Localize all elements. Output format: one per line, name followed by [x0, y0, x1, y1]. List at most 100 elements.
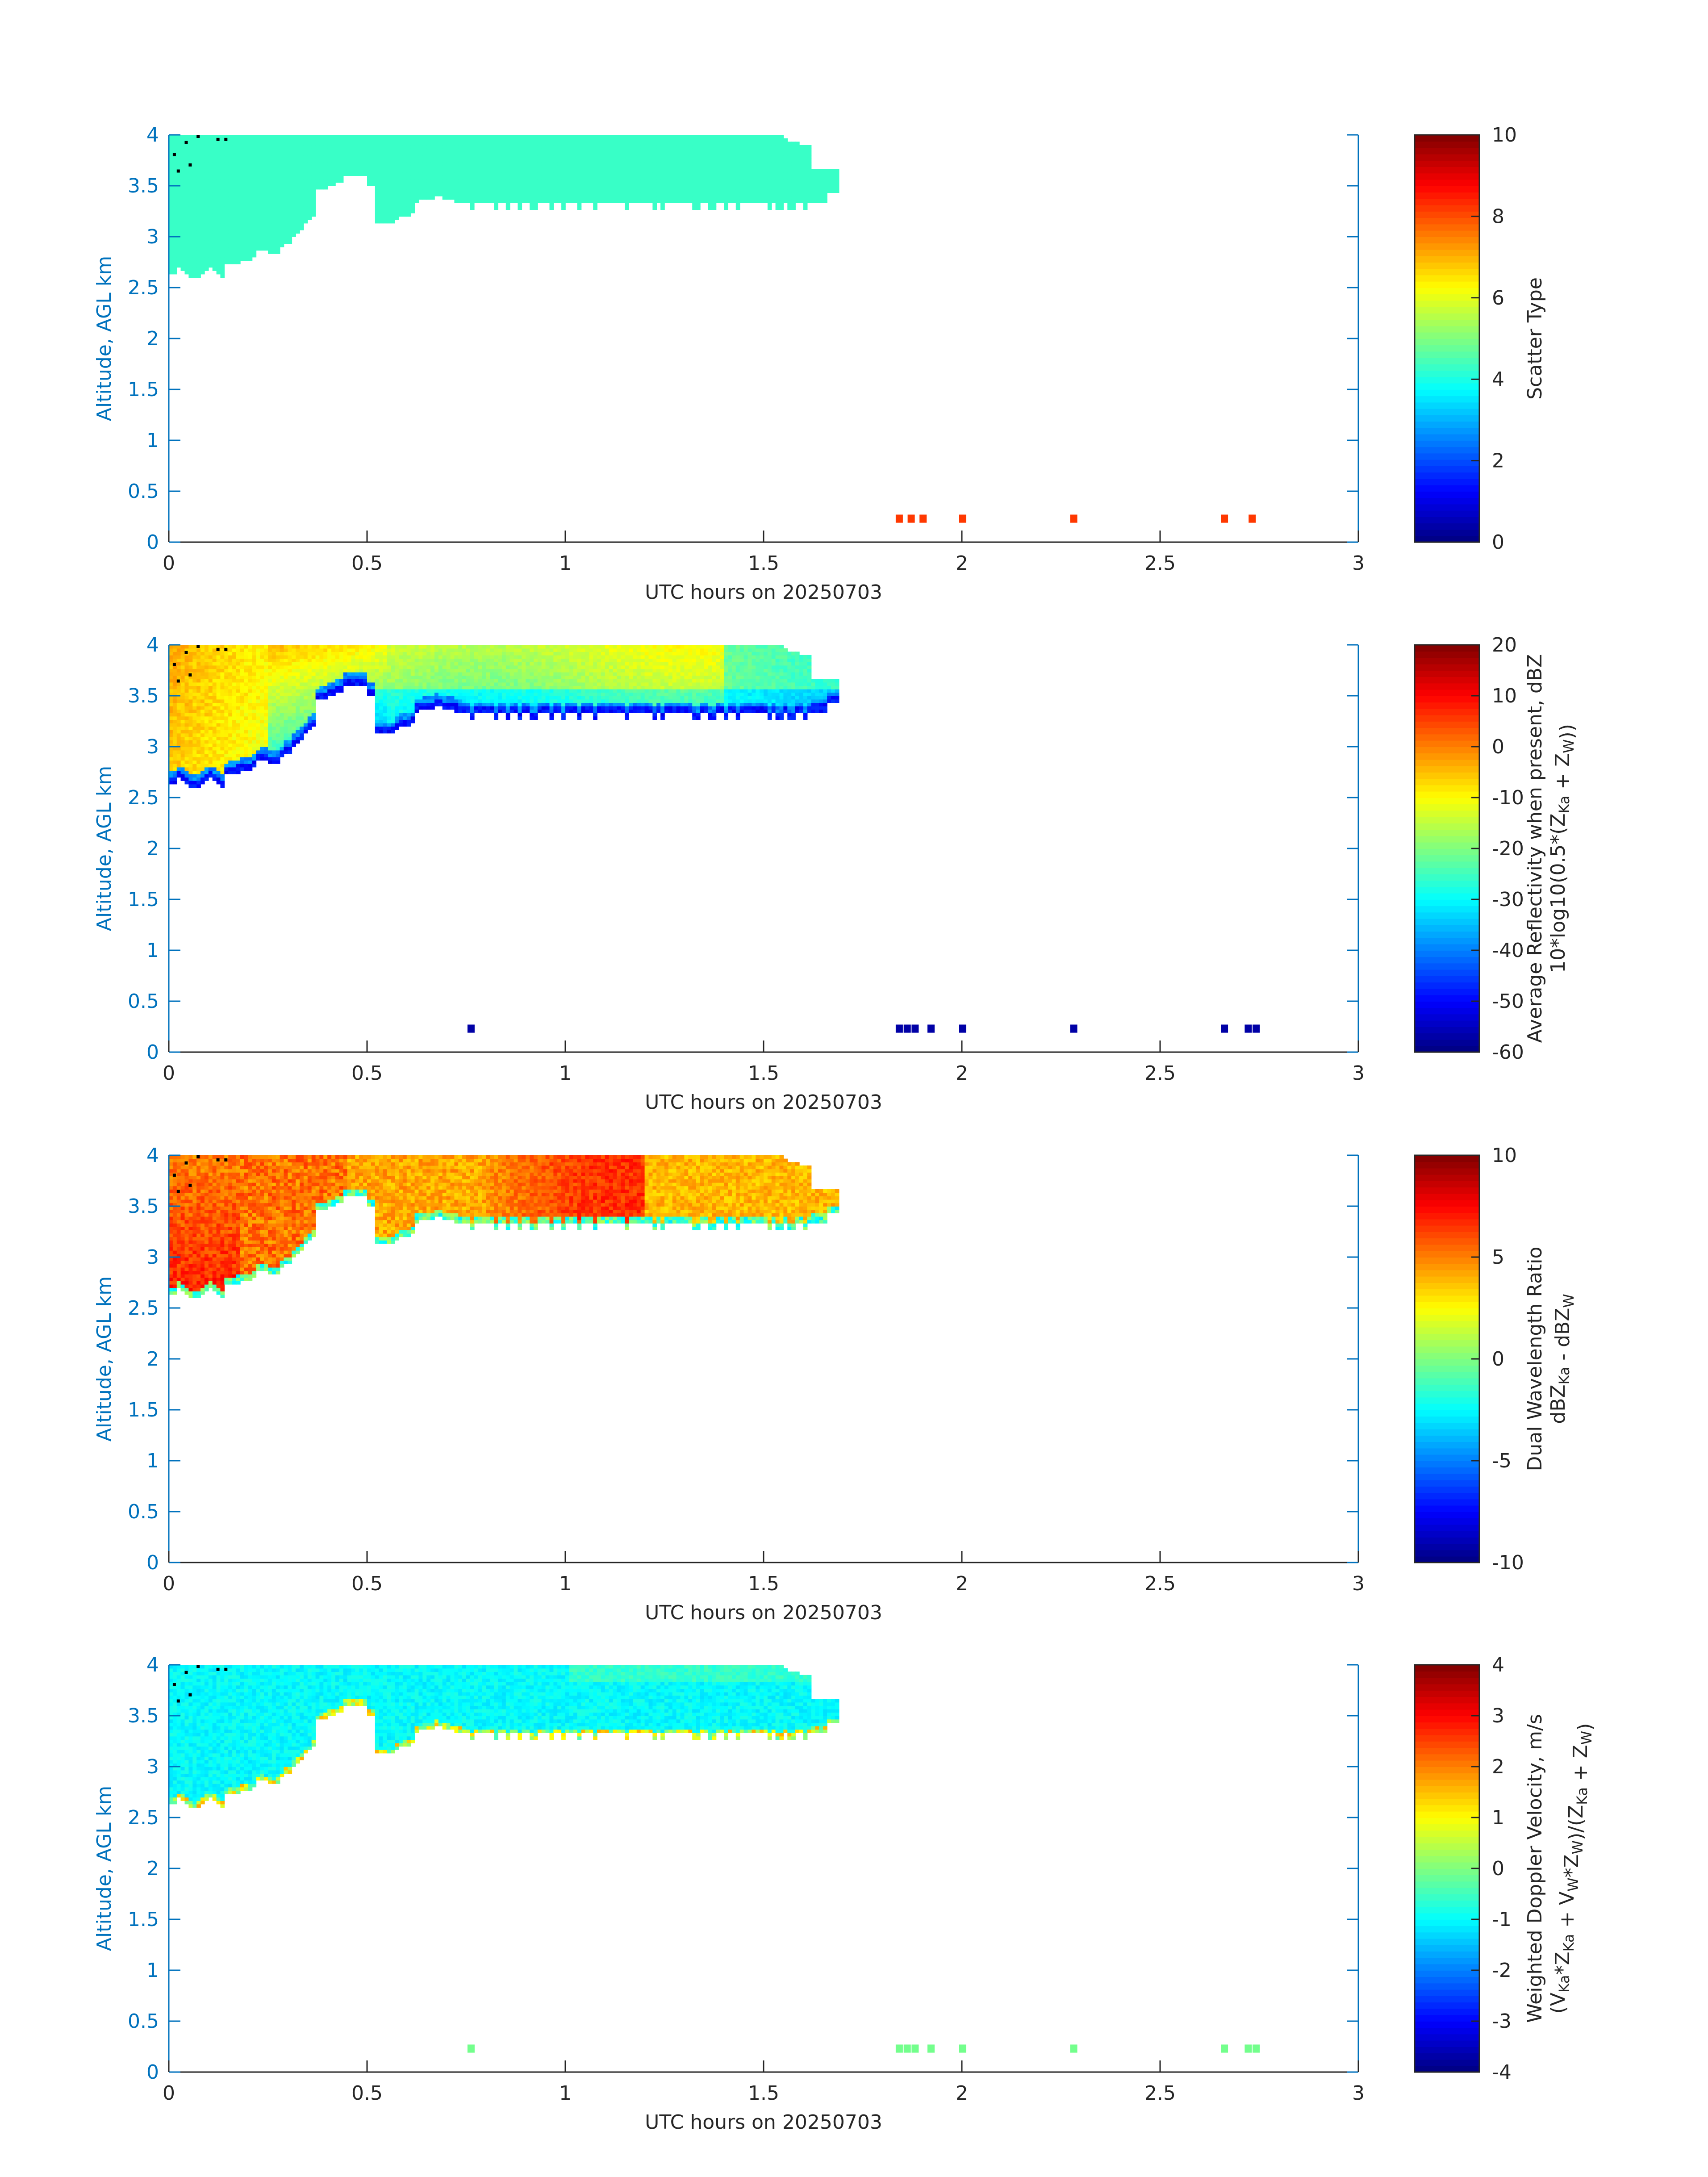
- cell: [180, 716, 185, 720]
- cell: [803, 199, 808, 203]
- cell: [553, 152, 558, 156]
- cell: [216, 226, 221, 230]
- cell: [756, 159, 760, 163]
- cell: [414, 196, 419, 200]
- cell: [260, 753, 264, 757]
- cell: [668, 162, 673, 166]
- cell: [256, 240, 261, 244]
- cell: [280, 206, 284, 210]
- cell: [196, 260, 201, 264]
- cell: [402, 182, 407, 186]
- cell: [236, 203, 241, 207]
- cell: [406, 199, 411, 203]
- cell: [240, 159, 245, 163]
- cell: [712, 179, 717, 183]
- cell: [260, 730, 264, 734]
- cell: [728, 148, 732, 152]
- cell: [605, 142, 610, 146]
- cell: [696, 196, 701, 200]
- cell: [188, 206, 193, 210]
- cell: [208, 716, 213, 720]
- cell: [735, 145, 740, 149]
- cell: [406, 138, 411, 142]
- cell: [450, 169, 455, 173]
- cell: [406, 203, 411, 207]
- surface-echo: [1249, 514, 1256, 523]
- cell: [577, 155, 582, 159]
- colorbar-swatch: [1415, 345, 1479, 352]
- cell: [708, 165, 713, 169]
- cell: [767, 192, 772, 196]
- cell: [292, 148, 296, 152]
- cell: [771, 148, 776, 152]
- cell: [271, 216, 276, 220]
- cell: [482, 135, 487, 139]
- cell: [228, 247, 233, 251]
- cell: [180, 223, 185, 227]
- cell: [276, 172, 280, 176]
- cell: [410, 135, 415, 139]
- cell: [720, 172, 724, 176]
- cell: [216, 773, 221, 778]
- cell: [180, 662, 185, 666]
- cell: [367, 165, 372, 169]
- cell: [244, 230, 249, 234]
- cell: [212, 213, 217, 217]
- cell: [446, 172, 451, 176]
- cell: [339, 155, 344, 159]
- cell: [767, 145, 772, 149]
- cell: [224, 726, 229, 730]
- cell: [823, 199, 827, 203]
- cell: [172, 135, 177, 139]
- cell: [307, 189, 312, 193]
- cell: [509, 152, 514, 156]
- cell: [530, 159, 534, 163]
- cell: [470, 196, 475, 200]
- cell: [537, 162, 542, 166]
- cell: [791, 196, 796, 200]
- cell: [787, 196, 792, 200]
- cell: [617, 135, 622, 139]
- cell: [399, 186, 403, 190]
- cell: [470, 182, 475, 186]
- x-tick-label: 0.5: [351, 552, 383, 575]
- cell: [728, 165, 732, 169]
- cell: [200, 692, 205, 696]
- cell: [280, 152, 284, 156]
- cell: [764, 138, 768, 142]
- cell: [541, 152, 546, 156]
- cell: [601, 182, 606, 186]
- cell: [692, 175, 697, 180]
- cell: [224, 250, 229, 254]
- cell: [303, 135, 308, 139]
- cell: [176, 237, 181, 241]
- cell: [176, 263, 181, 268]
- cell: [200, 716, 205, 720]
- cell: [779, 179, 784, 183]
- cell: [300, 179, 304, 183]
- cell: [252, 682, 257, 686]
- cell: [486, 138, 491, 142]
- cell: [803, 169, 808, 173]
- cell: [216, 192, 221, 196]
- cell: [169, 675, 173, 679]
- cell: [196, 719, 201, 723]
- cell: [379, 169, 384, 173]
- cell: [482, 169, 487, 173]
- cell: [315, 152, 320, 156]
- cell: [351, 155, 356, 159]
- cell: [256, 740, 261, 744]
- cell: [347, 165, 352, 169]
- cell: [371, 159, 376, 163]
- cell: [530, 172, 534, 176]
- cell: [434, 169, 439, 173]
- cell: [276, 209, 280, 213]
- cell: [664, 199, 669, 203]
- colorbar-swatch: [1415, 211, 1479, 218]
- cell: [553, 175, 558, 180]
- cell: [232, 655, 237, 659]
- cell: [339, 145, 344, 149]
- cell: [748, 192, 752, 196]
- cell: [184, 770, 189, 774]
- cell: [831, 189, 835, 193]
